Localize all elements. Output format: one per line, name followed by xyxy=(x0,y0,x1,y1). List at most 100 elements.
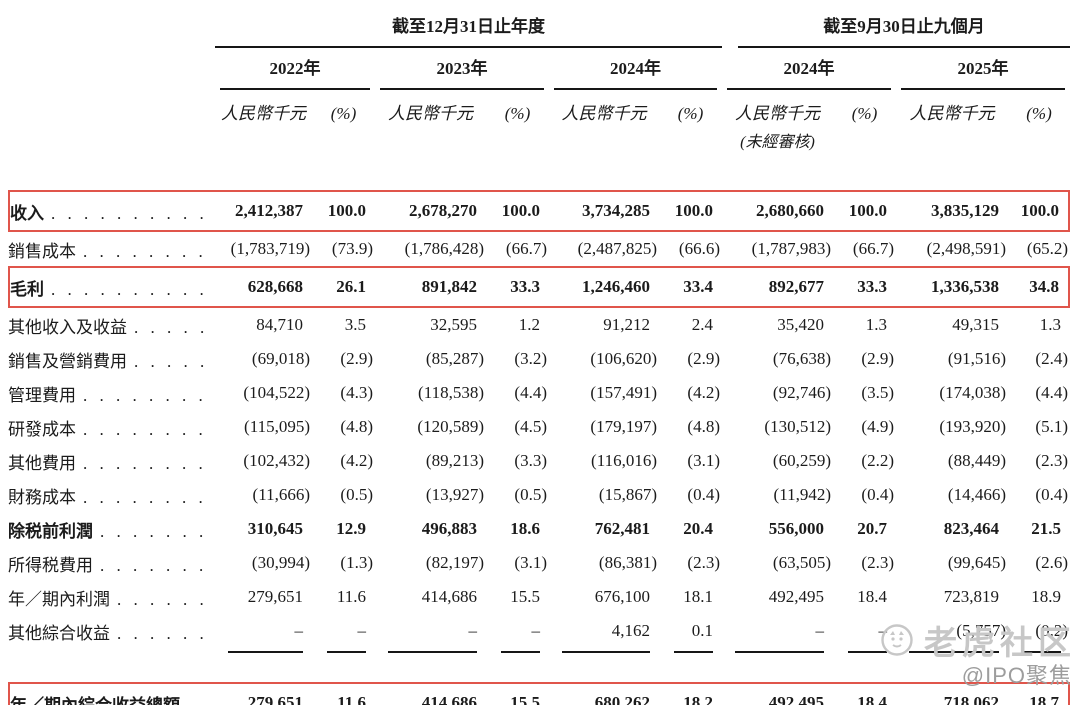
value-cell: 2,680,660 xyxy=(722,190,833,232)
value-cell: 18.1 xyxy=(683,587,713,606)
value-cell: (4.9) xyxy=(861,417,894,436)
value-cell: (120,589) xyxy=(417,417,484,436)
value-cell: (2.3) xyxy=(687,553,720,572)
value-cell: 310,645 xyxy=(247,519,303,538)
value-cell: 11.6 xyxy=(336,587,366,606)
unit-header: 人民幣千元 xyxy=(909,104,995,123)
financial-table-wrap: 截至12月31日止年度 截至9月30日止九個月 2022年 2023年 2024… xyxy=(8,4,1070,705)
value-cell: – xyxy=(357,621,367,640)
dot-leader: . . . . . . . . . . . . . . . . . . . . … xyxy=(83,419,215,439)
value-cell: (2.9) xyxy=(861,349,894,368)
value-cell: (1,783,719) xyxy=(230,239,310,258)
table-row: 其他綜合收益 . . . . . . . . . . . . . . . . . … xyxy=(8,614,1070,648)
row-label-text: 財務成本 xyxy=(8,487,76,507)
value-cell: 18.6 xyxy=(510,519,540,538)
value-cell: 1.3 xyxy=(865,315,887,334)
year-2025: 2025年 xyxy=(901,54,1065,90)
value-cell: (0.2) xyxy=(1035,621,1068,640)
row-label: 財務成本 . . . . . . . . . . . . . . . . . . … xyxy=(8,478,215,512)
value-cell: (3.1) xyxy=(687,451,720,470)
header-spacer xyxy=(8,154,1070,190)
table-body: 收入 . . . . . . . . . . . . . . . . . . . … xyxy=(8,190,1070,705)
value-cell: (106,620) xyxy=(590,349,657,368)
year-header-row: 2022年 2023年 2024年 2024年 2025年 xyxy=(8,48,1070,90)
value-cell: (1,787,983) xyxy=(751,239,831,258)
dot-leader: . . . . . . . . . . . . . . . . . . . . … xyxy=(134,317,215,337)
year-2024: 2024年 xyxy=(554,54,717,90)
value-cell: (2,487,825) xyxy=(577,239,657,258)
value-cell: (0.4) xyxy=(1035,485,1068,504)
table-row: 收入 . . . . . . . . . . . . . . . . . . . … xyxy=(8,190,1070,232)
value-cell: (86,381) xyxy=(598,553,657,572)
value-cell: (157,491) xyxy=(590,383,657,402)
group-header-annual: 截至12月31日止年度 xyxy=(215,4,722,48)
value-cell: (69,018) xyxy=(251,349,310,368)
value-cell: (3.3) xyxy=(514,451,547,470)
table-row: 毛利 . . . . . . . . . . . . . . . . . . . … xyxy=(8,266,1070,308)
table-row: 其他收入及收益 . . . . . . . . . . . . . . . . .… xyxy=(8,308,1070,342)
table-row: 所得税費用 . . . . . . . . . . . . . . . . . .… xyxy=(8,546,1070,580)
value-cell: (13,927) xyxy=(425,485,484,504)
value-cell: 4,162 xyxy=(611,621,650,640)
dot-leader: . . . . . . . . . . . . . . . . . . . . … xyxy=(83,385,215,405)
pct-header: (%) xyxy=(677,104,704,123)
value-cell: 18.2 xyxy=(659,682,722,705)
row-label: 所得税費用 . . . . . . . . . . . . . . . . . .… xyxy=(8,546,215,580)
value-cell: (1,786,428) xyxy=(404,239,484,258)
row-label-text: 年／期內綜合收益總額 xyxy=(10,695,180,705)
row-label-text: 除税前利潤 xyxy=(8,521,93,541)
value-cell: (92,746) xyxy=(772,383,831,402)
value-cell: (5.1) xyxy=(1035,417,1068,436)
value-cell: (118,538) xyxy=(418,383,484,402)
value-cell: 718,062 xyxy=(896,682,1008,705)
row-label-text: 其他綜合收益 xyxy=(8,623,110,643)
value-cell: 100.0 xyxy=(486,190,549,232)
value-cell: 20.7 xyxy=(857,519,887,538)
unit-header: 人民幣千元 xyxy=(221,104,306,123)
value-cell: (5,757) xyxy=(956,621,1006,640)
dot-leader: . . . . . . . . . . . . . . . . . . . . … xyxy=(187,695,215,705)
value-cell: (2.2) xyxy=(861,451,894,470)
value-cell: (89,213) xyxy=(425,451,484,470)
row-label: 年／期內綜合收益總額 . . . . . . . . . . . . . . . … xyxy=(8,682,215,705)
value-cell: (66.7) xyxy=(852,239,894,258)
table-row: 銷售及營銷費用 . . . . . . . . . . . . . . . . .… xyxy=(8,342,1070,376)
row-label: 管理費用 . . . . . . . . . . . . . . . . . . … xyxy=(8,376,215,410)
value-cell: 676,100 xyxy=(594,587,650,606)
value-cell: 18.4 xyxy=(833,682,896,705)
value-cell: (73.9) xyxy=(331,239,373,258)
pct-header: (%) xyxy=(1026,104,1052,123)
unit-header: 人民幣千元 xyxy=(561,104,647,123)
value-cell: 628,668 xyxy=(215,266,312,308)
table-row: 年／期內利潤 . . . . . . . . . . . . . . . . . … xyxy=(8,580,1070,614)
row-label-text: 年／期內利潤 xyxy=(8,589,110,609)
pct-header: (%) xyxy=(504,104,531,123)
value-cell: 100.0 xyxy=(833,190,896,232)
value-cell: (4.3) xyxy=(340,383,373,402)
value-cell: 1,246,460 xyxy=(549,266,659,308)
value-cell: – xyxy=(468,621,478,640)
value-cell: (2.9) xyxy=(340,349,373,368)
value-cell: 279,651 xyxy=(215,682,312,705)
value-cell: 33.3 xyxy=(833,266,896,308)
value-cell: 18.4 xyxy=(857,587,887,606)
value-cell: – xyxy=(878,621,888,640)
value-cell: 3,835,129 xyxy=(896,190,1008,232)
value-cell: (82,197) xyxy=(425,553,484,572)
value-cell: 556,000 xyxy=(768,519,824,538)
value-cell: 32,595 xyxy=(430,315,477,334)
value-cell: (115,095) xyxy=(244,417,310,436)
value-cell: 15.5 xyxy=(486,682,549,705)
value-cell: 11.6 xyxy=(312,682,375,705)
value-cell: (3.5) xyxy=(861,383,894,402)
value-cell: (11,942) xyxy=(773,485,831,504)
unaudited-note-row: (未經審核) xyxy=(8,128,1070,154)
row-label-text: 管理費用 xyxy=(8,385,76,405)
value-cell: 492,495 xyxy=(722,682,833,705)
value-cell: (91,516) xyxy=(947,349,1006,368)
row-label-text: 所得税費用 xyxy=(8,555,93,575)
value-cell: 34.8 xyxy=(1008,266,1070,308)
value-cell: 2,678,270 xyxy=(375,190,486,232)
row-label-text: 其他費用 xyxy=(8,453,76,473)
